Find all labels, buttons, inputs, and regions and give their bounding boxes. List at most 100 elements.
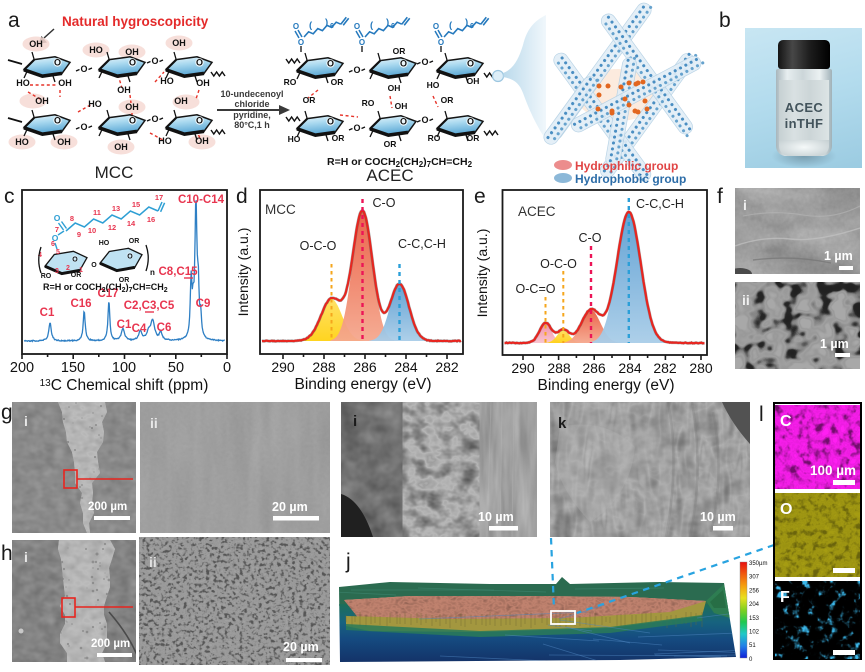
svg-text:10 µm: 10 µm bbox=[700, 510, 736, 524]
svg-text:288: 288 bbox=[547, 360, 571, 376]
svg-text:HO: HO bbox=[16, 78, 30, 88]
svg-text:286: 286 bbox=[353, 359, 377, 375]
svg-text:15: 15 bbox=[132, 200, 140, 209]
svg-text:OR: OR bbox=[467, 133, 480, 143]
svg-text:Hydrophilic group: Hydrophilic group bbox=[575, 159, 678, 173]
svg-text:R=H or COCH2(CH2)7CH=CH2: R=H or COCH2(CH2)7CH=CH2 bbox=[327, 156, 473, 169]
svg-text:OR: OR bbox=[119, 277, 130, 284]
svg-text:200 µm: 200 µm bbox=[88, 501, 127, 513]
svg-text:C1: C1 bbox=[40, 307, 55, 319]
svg-text:6: 6 bbox=[330, 23, 334, 30]
svg-text:O: O bbox=[354, 22, 360, 31]
svg-text:284: 284 bbox=[618, 360, 642, 376]
svg-text:0: 0 bbox=[223, 360, 231, 376]
svg-text:MCC: MCC bbox=[265, 202, 296, 217]
svg-text:307: 307 bbox=[749, 575, 760, 581]
svg-text:OH: OH bbox=[395, 101, 408, 111]
svg-text:256: 256 bbox=[749, 588, 760, 594]
svg-text:Binding energy (eV): Binding energy (eV) bbox=[538, 377, 675, 394]
svg-text:C8,C15: C8,C15 bbox=[159, 266, 199, 278]
svg-text:O: O bbox=[151, 114, 158, 124]
svg-text:HO: HO bbox=[89, 45, 103, 55]
svg-text:O: O bbox=[151, 56, 158, 66]
svg-text:17: 17 bbox=[155, 193, 163, 202]
svg-text:OH: OH bbox=[125, 102, 139, 112]
svg-text:O: O bbox=[80, 64, 87, 74]
svg-text:204: 204 bbox=[749, 602, 760, 608]
svg-text:OH: OH bbox=[35, 96, 49, 106]
svg-text:ii: ii bbox=[149, 554, 157, 570]
svg-text:OH: OH bbox=[125, 47, 139, 57]
svg-text:200: 200 bbox=[10, 360, 34, 376]
svg-text:C10-C14: C10-C14 bbox=[178, 194, 225, 206]
svg-text:RO: RO bbox=[428, 133, 441, 143]
svg-text:OH: OH bbox=[467, 76, 480, 86]
svg-text:i: i bbox=[353, 413, 357, 430]
svg-text:282: 282 bbox=[653, 360, 677, 376]
svg-text:(: ( bbox=[370, 20, 374, 31]
svg-text:12: 12 bbox=[108, 223, 116, 232]
svg-text:RO: RO bbox=[284, 77, 297, 87]
svg-text:O-C=O: O-C=O bbox=[516, 282, 556, 296]
svg-text:C6: C6 bbox=[157, 322, 172, 334]
svg-text:Natural hygroscopicity: Natural hygroscopicity bbox=[62, 14, 209, 29]
svg-text:): ) bbox=[325, 17, 328, 28]
svg-text:284: 284 bbox=[394, 359, 418, 375]
svg-text:7: 7 bbox=[55, 225, 59, 234]
svg-text:O: O bbox=[353, 123, 360, 133]
svg-text:n: n bbox=[150, 268, 155, 277]
svg-text:OR: OR bbox=[303, 95, 316, 105]
svg-text:HO: HO bbox=[99, 240, 110, 247]
svg-text:C-C,C-H: C-C,C-H bbox=[636, 197, 684, 211]
svg-text:290: 290 bbox=[271, 359, 295, 375]
svg-text:16: 16 bbox=[147, 215, 155, 224]
svg-text:F: F bbox=[780, 589, 790, 606]
svg-text:80°C,1 h: 80°C,1 h bbox=[234, 120, 270, 130]
svg-text:6: 6 bbox=[391, 23, 395, 30]
svg-text:HO: HO bbox=[88, 99, 102, 109]
svg-text:HO: HO bbox=[158, 136, 172, 146]
svg-text:8: 8 bbox=[70, 214, 74, 223]
svg-text:OH: OH bbox=[58, 78, 72, 88]
svg-text:RO: RO bbox=[41, 273, 52, 280]
svg-text:OR: OR bbox=[129, 238, 140, 245]
svg-text:Binding energy (eV): Binding energy (eV) bbox=[295, 376, 432, 393]
svg-text:13: 13 bbox=[112, 204, 120, 213]
svg-text:Hydrophobic group: Hydrophobic group bbox=[575, 172, 686, 186]
svg-text:R=H or COCH2(CH2)7CH=CH2: R=H or COCH2(CH2)7CH=CH2 bbox=[43, 282, 168, 294]
svg-text:OH: OH bbox=[195, 136, 209, 146]
svg-text:C: C bbox=[780, 413, 792, 430]
svg-text:100 µm: 100 µm bbox=[810, 463, 856, 478]
svg-text:HO: HO bbox=[288, 134, 301, 144]
svg-text:282: 282 bbox=[435, 359, 459, 375]
svg-text:O: O bbox=[52, 233, 59, 243]
svg-text:10 µm: 10 µm bbox=[478, 510, 514, 524]
svg-text:14: 14 bbox=[127, 219, 136, 228]
svg-text:MCC: MCC bbox=[95, 163, 134, 182]
svg-text:C17: C17 bbox=[97, 288, 118, 300]
svg-text:100: 100 bbox=[112, 360, 136, 376]
svg-text:280: 280 bbox=[689, 360, 713, 376]
svg-text:OR: OR bbox=[71, 272, 82, 279]
svg-text:HO: HO bbox=[15, 137, 29, 147]
svg-text:O: O bbox=[421, 115, 428, 125]
svg-text:O-C-O: O-C-O bbox=[540, 257, 577, 271]
svg-text:288: 288 bbox=[312, 359, 336, 375]
svg-text:13C Chemical shift (ppm): 13C Chemical shift (ppm) bbox=[40, 377, 209, 394]
svg-text:O: O bbox=[421, 57, 428, 67]
svg-text:O-C-O: O-C-O bbox=[300, 239, 337, 253]
svg-text:HO: HO bbox=[427, 80, 440, 90]
svg-text:OR: OR bbox=[332, 133, 345, 143]
svg-text:1 µm: 1 µm bbox=[824, 249, 853, 263]
svg-text:k: k bbox=[558, 415, 567, 432]
svg-text:2: 2 bbox=[66, 265, 70, 272]
svg-text:OR: OR bbox=[441, 95, 454, 105]
svg-text:C2,C3,C5: C2,C3,C5 bbox=[124, 300, 175, 312]
svg-text:): ) bbox=[465, 17, 468, 28]
svg-text:HO: HO bbox=[160, 76, 174, 86]
svg-text:pyridine,: pyridine, bbox=[233, 110, 271, 120]
svg-text:4: 4 bbox=[38, 252, 42, 259]
svg-text:C1: C1 bbox=[117, 319, 132, 331]
svg-text:6: 6 bbox=[51, 241, 55, 248]
svg-text:0: 0 bbox=[749, 657, 753, 663]
